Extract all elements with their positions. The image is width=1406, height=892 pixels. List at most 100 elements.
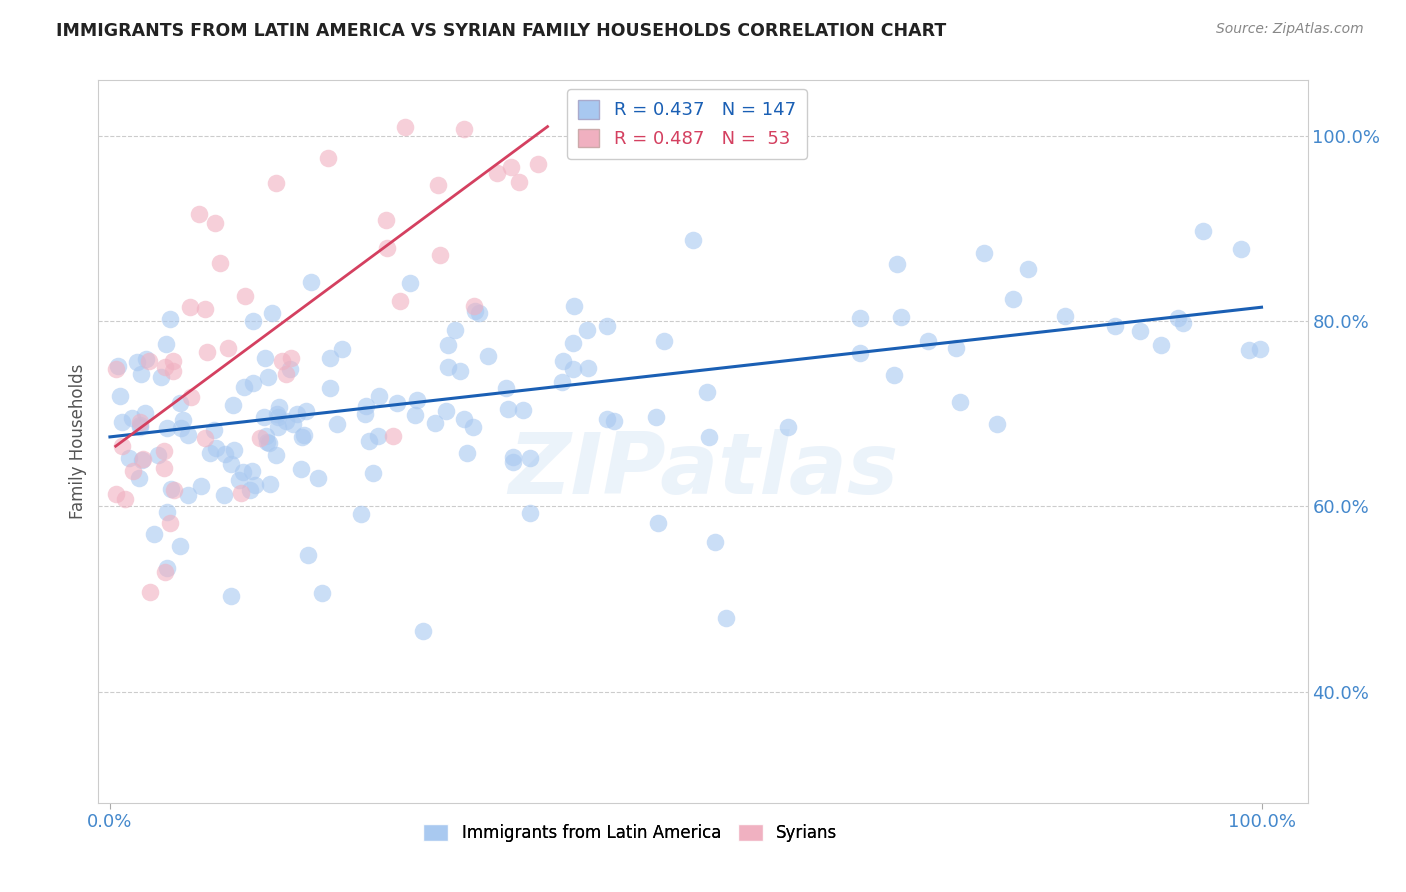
Point (385, 396, 408, 410)
Point (1249, 342, 1271, 356)
Point (502, 450, 524, 464)
Text: Source: ZipAtlas.com: Source: ZipAtlas.com (1216, 22, 1364, 37)
Point (381, 429, 404, 443)
Point (973, 245, 995, 260)
Point (135, 351, 157, 366)
Point (134, 406, 156, 420)
Point (179, 300, 201, 314)
Point (526, 157, 548, 171)
Point (107, 359, 129, 374)
Point (280, 351, 302, 365)
Point (208, 256, 231, 270)
Point (266, 176, 288, 190)
Point (375, 241, 398, 255)
Point (406, 393, 429, 408)
Point (232, 465, 254, 479)
Point (155, 360, 177, 375)
Point (256, 435, 278, 450)
Point (153, 444, 176, 458)
Point (449, 364, 471, 378)
Point (131, 453, 153, 467)
Point (444, 323, 467, 337)
Point (222, 398, 245, 412)
Point (319, 381, 342, 395)
Point (295, 403, 318, 417)
Point (177, 488, 200, 502)
Legend: Immigrants from Latin America, Syrians: Immigrants from Latin America, Syrians (416, 817, 844, 848)
Point (486, 166, 509, 180)
Point (156, 561, 179, 575)
Point (496, 401, 519, 416)
Point (155, 505, 177, 519)
Point (118, 450, 141, 465)
Point (636, 120, 658, 134)
Point (271, 354, 294, 368)
Point (325, 417, 347, 431)
Point (108, 388, 131, 402)
Point (155, 336, 177, 351)
Point (389, 293, 412, 308)
Point (231, 485, 253, 500)
Point (249, 432, 271, 446)
Point (576, 323, 599, 337)
Point (222, 443, 245, 458)
Point (228, 473, 250, 487)
Text: ZIPatlas: ZIPatlas (508, 429, 898, 512)
Point (214, 446, 236, 460)
Point (1129, 324, 1152, 338)
Point (404, 408, 426, 422)
Point (156, 420, 179, 434)
Point (153, 565, 176, 579)
Point (139, 585, 162, 599)
Point (848, 346, 870, 360)
Point (204, 441, 226, 455)
Point (456, 446, 478, 460)
Point (596, 411, 619, 425)
Point (217, 341, 239, 355)
Point (949, 395, 972, 409)
Point (254, 429, 277, 443)
Point (150, 370, 173, 384)
Point (172, 413, 194, 427)
Point (1001, 292, 1024, 306)
Point (239, 483, 262, 497)
Point (274, 414, 297, 428)
Point (652, 334, 675, 348)
Point (477, 350, 499, 364)
Point (714, 611, 737, 625)
Point (562, 336, 585, 351)
Point (276, 368, 298, 382)
Point (159, 312, 181, 326)
Text: IMMIGRANTS FROM LATIN AMERICA VS SYRIAN FAMILY HOUSEHOLDS CORRELATION CHART: IMMIGRANTS FROM LATIN AMERICA VS SYRIAN … (56, 22, 946, 40)
Point (1173, 316, 1195, 330)
Point (501, 161, 523, 175)
Point (1230, 243, 1253, 257)
Point (143, 527, 166, 541)
Point (461, 420, 484, 434)
Point (353, 408, 375, 422)
Point (148, 448, 170, 462)
Point (128, 471, 150, 485)
Point (190, 478, 212, 492)
Point (162, 354, 184, 368)
Point (453, 122, 475, 136)
Point (307, 471, 329, 485)
Point (1054, 310, 1077, 324)
Point (233, 288, 256, 302)
Point (696, 384, 718, 399)
Point (266, 408, 288, 422)
Point (242, 314, 264, 328)
Point (194, 301, 217, 316)
Point (699, 429, 721, 443)
Point (104, 362, 127, 376)
Point (257, 436, 280, 450)
Point (256, 370, 278, 384)
Point (129, 419, 152, 434)
Point (596, 318, 619, 333)
Point (551, 375, 574, 389)
Point (212, 487, 235, 501)
Point (562, 362, 585, 376)
Point (508, 175, 530, 189)
Point (129, 368, 152, 382)
Point (169, 395, 191, 409)
